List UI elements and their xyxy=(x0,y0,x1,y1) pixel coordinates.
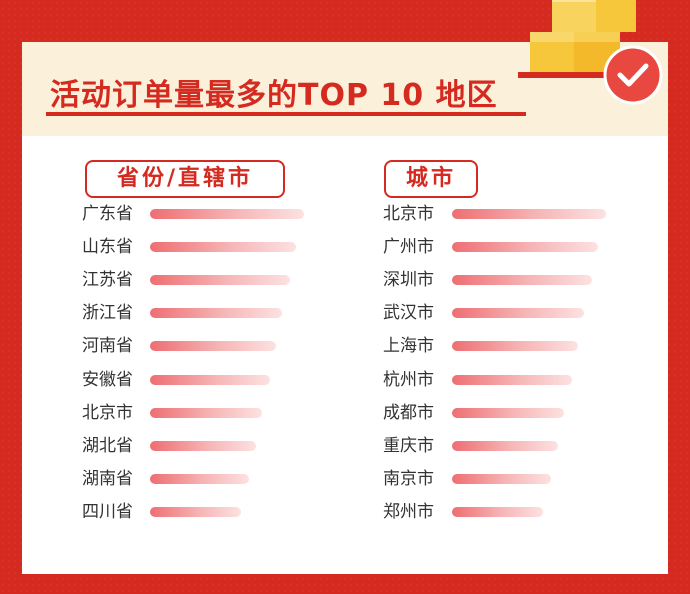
city-bar xyxy=(452,374,573,385)
city-label: 南京市 xyxy=(383,468,434,489)
province-label: 广东省 xyxy=(82,204,133,224)
province-label: 湖南省 xyxy=(82,468,133,489)
city-label: 广州市 xyxy=(383,237,434,258)
city-bar xyxy=(452,473,551,484)
city-bar xyxy=(452,242,599,253)
city-bar xyxy=(452,440,559,451)
section-title-provinces: 省份/直辖市 xyxy=(85,160,285,198)
province-bar xyxy=(150,374,271,385)
page-title: 活动订单量最多的TOP 10 地区 xyxy=(50,78,498,113)
content-panel: 活动订单量最多的TOP 10 地区 省份/直辖市 城市 广东省山东省江苏省浙江省… xyxy=(22,42,668,574)
province-bar xyxy=(150,308,283,319)
province-label: 江苏省 xyxy=(82,270,133,291)
title-underline xyxy=(46,112,526,116)
city-bar xyxy=(452,407,565,418)
city-label: 郑州市 xyxy=(383,501,434,522)
section-title-cities: 城市 xyxy=(384,160,478,198)
province-bar xyxy=(150,242,297,253)
city-bar xyxy=(452,506,543,517)
province-bar xyxy=(150,275,291,286)
city-bar xyxy=(452,275,593,286)
province-label: 安徽省 xyxy=(82,369,133,390)
city-label: 成都市 xyxy=(383,402,434,423)
city-bar xyxy=(452,308,585,319)
city-label: 武汉市 xyxy=(383,303,434,324)
city-bar xyxy=(452,341,579,352)
city-label: 上海市 xyxy=(383,336,434,357)
city-label: 重庆市 xyxy=(383,435,434,456)
city-label: 杭州市 xyxy=(383,369,434,390)
province-bar xyxy=(150,341,277,352)
city-label: 北京市 xyxy=(383,204,434,224)
city-bar xyxy=(452,209,606,219)
province-label: 北京市 xyxy=(82,402,133,423)
province-bar xyxy=(150,440,257,451)
province-label: 四川省 xyxy=(82,501,133,522)
province-bar xyxy=(150,473,249,484)
province-label: 山东省 xyxy=(82,237,133,258)
province-label: 河南省 xyxy=(82,336,133,357)
city-label: 深圳市 xyxy=(383,270,434,291)
province-label: 湖北省 xyxy=(82,435,133,456)
province-bar xyxy=(150,407,263,418)
province-bar xyxy=(150,506,241,517)
checkmark-badge-icon xyxy=(603,45,663,105)
province-bar xyxy=(150,209,304,219)
province-label: 浙江省 xyxy=(82,303,133,324)
